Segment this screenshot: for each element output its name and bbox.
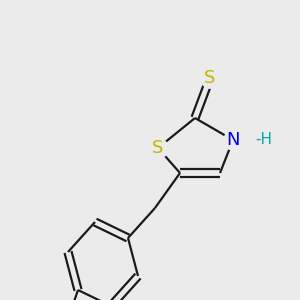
Text: -H: -H xyxy=(255,133,272,148)
Text: S: S xyxy=(152,139,164,157)
Text: S: S xyxy=(204,69,216,87)
Text: N: N xyxy=(226,131,240,149)
